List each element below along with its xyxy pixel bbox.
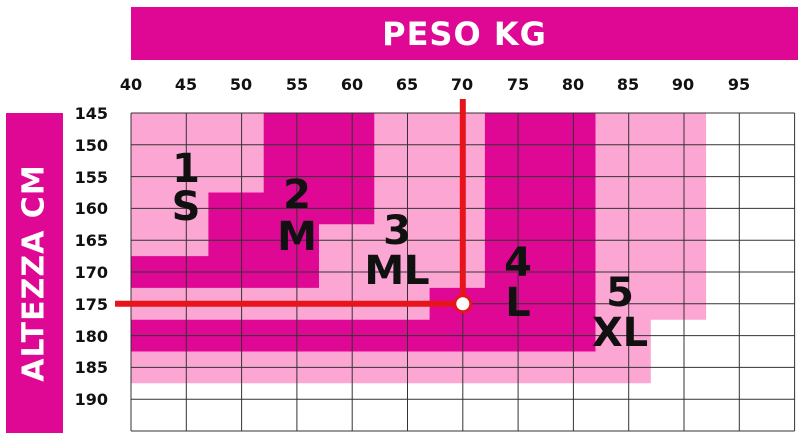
x-tick-label: 60 xyxy=(341,75,363,94)
example-marker xyxy=(115,99,473,314)
zone-3-size: ML xyxy=(364,248,429,294)
height-tick-labels: 145 150 155 160 165 170 175 180 185 190 xyxy=(75,104,108,409)
zone-5-number: 5 xyxy=(606,270,634,316)
zone-4-number: 4 xyxy=(504,240,532,286)
zone-2-number: 2 xyxy=(283,172,311,218)
y-tick-label: 175 xyxy=(75,295,108,314)
height-axis-header: ALTEZZA CM xyxy=(6,113,63,433)
zone-2-size: M xyxy=(277,214,317,260)
zone-1-size: S xyxy=(172,184,201,230)
y-tick-label: 165 xyxy=(75,231,108,250)
y-tick-label: 180 xyxy=(75,327,108,346)
y-tick-label: 190 xyxy=(75,390,108,409)
weight-axis-title: PESO KG xyxy=(382,14,547,53)
weight-tick-labels: 40 45 50 55 60 65 70 75 80 85 90 95 xyxy=(120,75,750,94)
zone-3-number: 3 xyxy=(383,208,411,254)
y-tick-label: 170 xyxy=(75,263,108,282)
x-tick-label: 45 xyxy=(175,75,197,94)
zone-labels: 1 S 2 M 3 ML 4 L 5 XL xyxy=(172,146,649,356)
x-tick-label: 80 xyxy=(562,75,584,94)
weight-axis-header: PESO KG xyxy=(131,7,798,60)
y-tick-label: 145 xyxy=(75,104,108,123)
y-tick-label: 185 xyxy=(75,358,108,377)
x-tick-label: 95 xyxy=(728,75,750,94)
y-tick-label: 150 xyxy=(75,136,108,155)
zone-1-region xyxy=(131,113,264,257)
y-tick-label: 155 xyxy=(75,168,108,187)
y-tick-label: 160 xyxy=(75,199,108,218)
zone-1-number: 1 xyxy=(172,146,200,192)
zone-5-size: XL xyxy=(592,310,648,356)
x-tick-label: 85 xyxy=(617,75,639,94)
x-tick-label: 90 xyxy=(672,75,694,94)
x-tick-label: 70 xyxy=(451,75,473,94)
x-tick-label: 65 xyxy=(396,75,418,94)
x-tick-label: 75 xyxy=(507,75,529,94)
size-zones xyxy=(131,113,707,384)
x-tick-label: 40 xyxy=(120,75,142,94)
x-tick-label: 55 xyxy=(286,75,308,94)
intersection-dot xyxy=(453,294,473,314)
x-tick-label: 50 xyxy=(230,75,252,94)
zone-4-size: L xyxy=(505,280,531,326)
